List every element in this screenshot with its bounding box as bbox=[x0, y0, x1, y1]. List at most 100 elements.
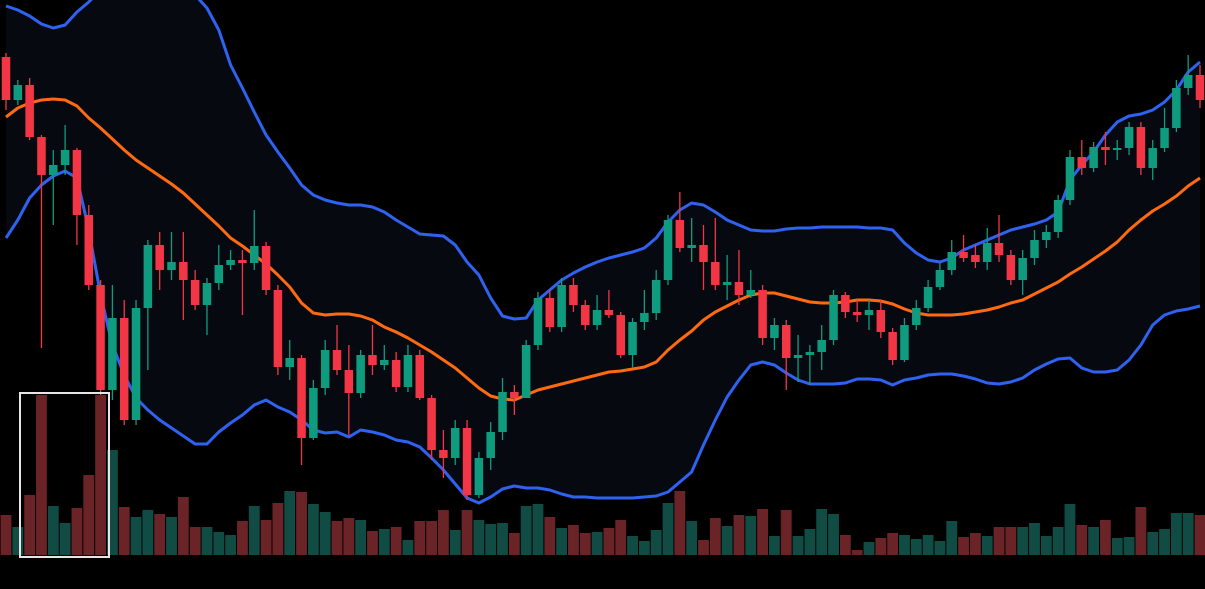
volume-bar bbox=[402, 540, 414, 555]
volume-bar bbox=[816, 509, 828, 555]
candle-body bbox=[841, 295, 850, 312]
candle-body bbox=[947, 252, 956, 270]
volume-bar bbox=[225, 535, 237, 555]
volume-bar bbox=[662, 503, 674, 555]
candle-body bbox=[971, 255, 980, 262]
candle-body bbox=[935, 270, 945, 287]
volume-bar bbox=[544, 517, 556, 555]
candle-body bbox=[25, 85, 34, 137]
volume-bar bbox=[130, 517, 142, 555]
volume-bar bbox=[485, 524, 497, 555]
volume-bar bbox=[24, 495, 36, 555]
candle-body bbox=[1, 57, 11, 100]
candle-body bbox=[297, 358, 306, 438]
candle-body bbox=[1124, 127, 1134, 148]
volume-bar bbox=[839, 535, 851, 555]
volume-bar bbox=[981, 536, 993, 555]
candle-body bbox=[1065, 157, 1075, 200]
volume-bar bbox=[260, 520, 272, 555]
volume-bar bbox=[674, 491, 686, 555]
volume-bar bbox=[1159, 529, 1170, 555]
volume-bar bbox=[1182, 513, 1194, 555]
candle-body bbox=[356, 355, 365, 393]
candle-body bbox=[722, 282, 732, 285]
volume-bar bbox=[154, 514, 166, 555]
volume-bar bbox=[887, 533, 899, 555]
candle-body bbox=[604, 310, 614, 315]
candle-body bbox=[628, 322, 637, 355]
candle-body bbox=[49, 165, 58, 175]
volume-bar bbox=[0, 515, 12, 555]
volume-bar bbox=[177, 497, 189, 555]
volume-bar bbox=[721, 526, 733, 555]
volume-bar bbox=[769, 536, 780, 555]
volume-bar bbox=[1123, 537, 1135, 555]
volume-bar bbox=[319, 512, 331, 555]
candle-body bbox=[320, 350, 330, 388]
candle-body bbox=[214, 265, 224, 283]
candle-body bbox=[131, 308, 141, 420]
volume-bar bbox=[922, 535, 934, 555]
volume-bar bbox=[969, 533, 981, 555]
volume-bar bbox=[118, 507, 130, 555]
volume-bar bbox=[47, 506, 59, 555]
candle-body bbox=[1112, 148, 1122, 150]
candle-body bbox=[734, 282, 744, 295]
volume-bar bbox=[863, 542, 875, 555]
candle-body bbox=[557, 285, 566, 327]
candle-body bbox=[1195, 75, 1205, 100]
volume-bar bbox=[1194, 515, 1205, 555]
candle-body bbox=[651, 280, 661, 313]
volume-bar bbox=[390, 527, 402, 555]
volume-bar bbox=[579, 533, 591, 555]
volume-bar bbox=[1064, 504, 1076, 555]
volume-bar bbox=[284, 491, 296, 555]
candle-body bbox=[1089, 147, 1098, 168]
candle-body bbox=[533, 298, 543, 345]
candle-body bbox=[616, 315, 625, 355]
volume-bar bbox=[899, 535, 910, 555]
candle-body bbox=[900, 325, 909, 360]
volume-bar bbox=[733, 515, 745, 555]
volume-bar bbox=[201, 527, 213, 555]
volume-bar bbox=[757, 509, 769, 555]
candle-body bbox=[793, 355, 803, 358]
candle-body bbox=[1148, 148, 1157, 168]
candle-body bbox=[805, 352, 815, 355]
volume-bar bbox=[851, 550, 863, 555]
candle-body bbox=[876, 310, 886, 332]
candle-body bbox=[687, 245, 696, 248]
candle-body bbox=[226, 260, 235, 265]
candle-body bbox=[770, 325, 779, 338]
volume-bar bbox=[532, 504, 544, 555]
volume-bar bbox=[709, 518, 721, 555]
candle-body bbox=[1006, 255, 1016, 280]
candle-body bbox=[1018, 258, 1027, 280]
volume-bar bbox=[508, 533, 520, 555]
volume-bar bbox=[213, 532, 225, 555]
volume-bar bbox=[603, 528, 615, 555]
candle-body bbox=[238, 260, 247, 263]
candle-body bbox=[380, 360, 389, 365]
volume-bar bbox=[237, 521, 248, 555]
volume-bar bbox=[638, 541, 650, 555]
volume-bar bbox=[780, 510, 792, 555]
volume-bar bbox=[189, 527, 201, 555]
volume-bar bbox=[307, 504, 319, 555]
volume-bar bbox=[106, 450, 118, 555]
candle-body bbox=[545, 298, 555, 327]
candle-body bbox=[72, 150, 82, 215]
volume-bar bbox=[1100, 520, 1111, 555]
volume-bar bbox=[1088, 527, 1100, 555]
candle-body bbox=[486, 432, 495, 458]
line-layer bbox=[4, 0, 1201, 505]
candle-body bbox=[758, 290, 767, 338]
candle-layer bbox=[1, 53, 1205, 500]
volume-bar bbox=[449, 530, 461, 555]
candle-body bbox=[959, 252, 968, 258]
candle-body bbox=[1183, 75, 1193, 88]
volume-bar bbox=[343, 518, 355, 555]
volume-bar bbox=[355, 520, 367, 555]
candle-body bbox=[852, 312, 862, 315]
